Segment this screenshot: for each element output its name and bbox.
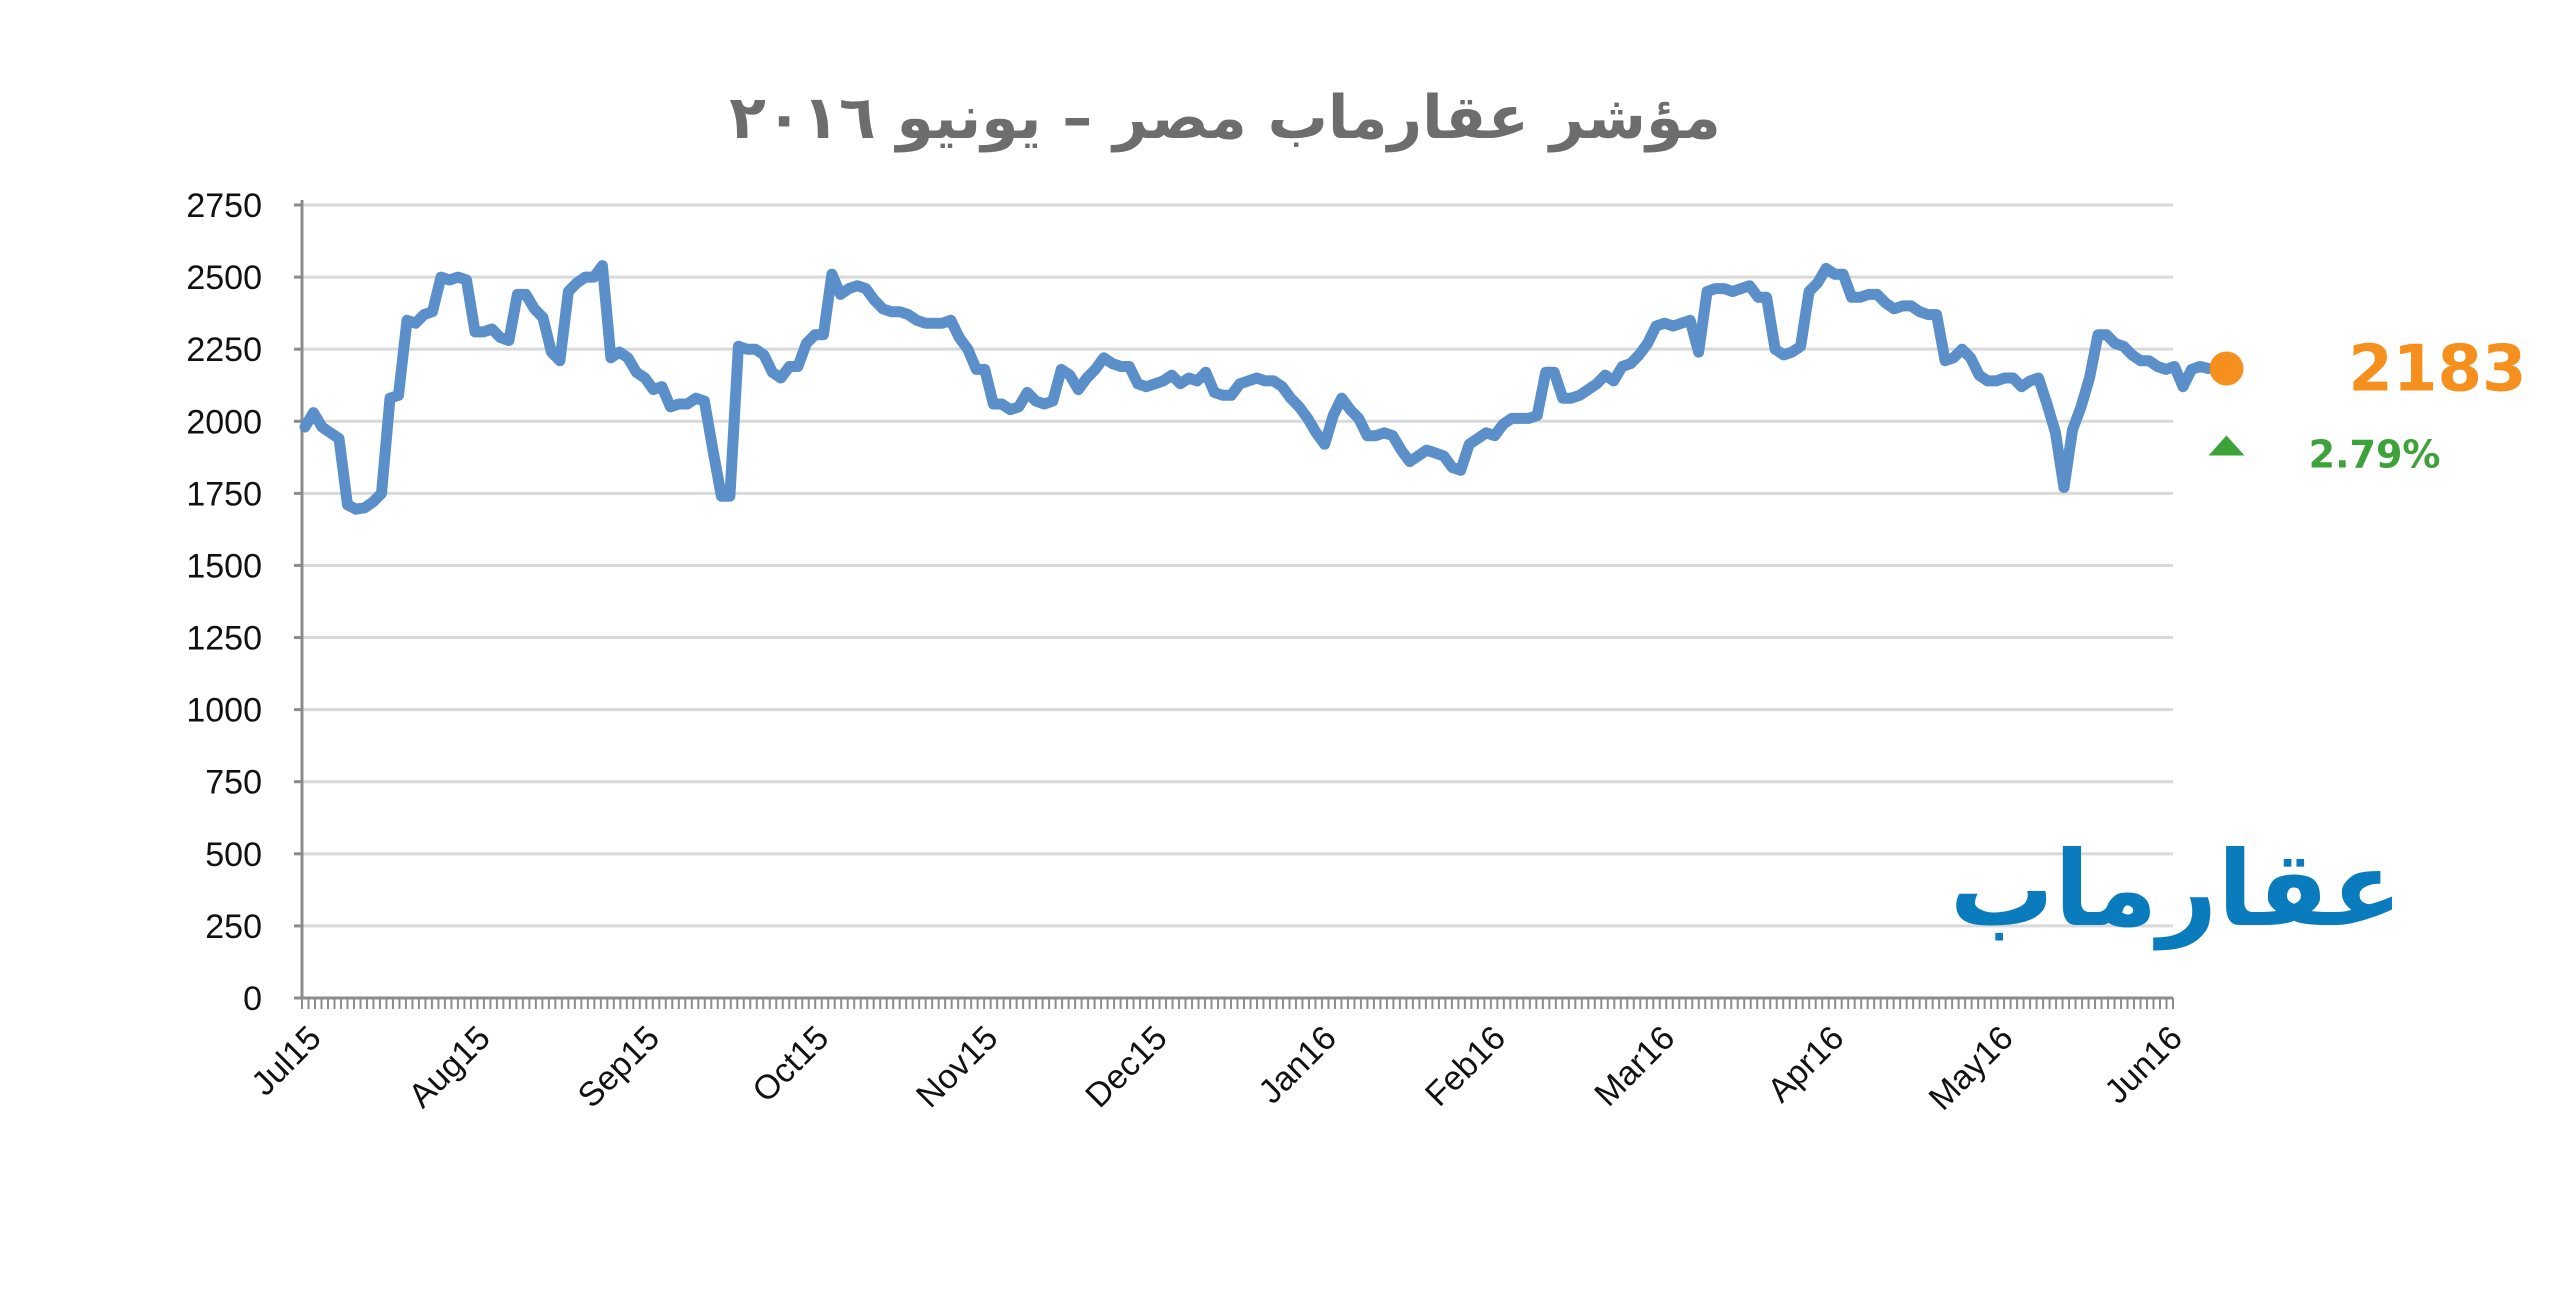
x-axis: Jul15 Aug15 Sep15 Oct15 Nov15 Dec15 Jan16 Feb16… <box>244 996 2190 1118</box>
x-tick-label: Nov15 <box>909 1019 1005 1115</box>
x-tick-label: Jan16 <box>1251 1019 1343 1111</box>
y-tick-label: 1750 <box>186 475 262 513</box>
y-tick-label: 2250 <box>186 331 262 369</box>
x-tick-label: Mar16 <box>1587 1019 1682 1114</box>
x-tick-label: Jul15 <box>244 1019 328 1103</box>
y-axis: 0 250 500 750 1000 1250 1500 1750 2000 2250 2500 27… <box>186 187 304 1018</box>
x-tick-label: Aug15 <box>401 1019 497 1115</box>
x-tick-label: Apr16 <box>1760 1019 1851 1110</box>
y-tick-label: 0 <box>243 980 262 1018</box>
last-value-label: 2183 <box>2348 333 2526 407</box>
x-tick-label: May16 <box>1922 1019 2021 1118</box>
y-tick-label: 2750 <box>186 187 262 225</box>
change-label: 2.79% <box>2309 433 2441 477</box>
x-tick-label: Feb16 <box>1418 1019 1513 1114</box>
x-tick-label: Dec15 <box>1078 1019 1174 1115</box>
last-value-marker <box>2209 351 2244 386</box>
y-tick-label: 1500 <box>186 547 262 585</box>
x-tick-label: Jun16 <box>2097 1019 2189 1111</box>
x-tick-label: Sep15 <box>571 1019 667 1115</box>
logo: عقارماب <box>1950 828 2403 950</box>
grid <box>302 203 2173 928</box>
y-tick-label: 750 <box>205 764 262 802</box>
chart-title: مؤشر عقارماب مصر – يونيو ٢٠١٦ <box>729 83 1721 153</box>
change-up-arrow-icon <box>2208 435 2245 456</box>
series <box>299 260 2214 515</box>
y-tick-label: 2000 <box>186 403 262 441</box>
y-tick-label: 1000 <box>186 692 262 730</box>
y-tick-label: 1250 <box>186 620 262 658</box>
y-tick-label: 500 <box>205 836 262 874</box>
y-tick-label: 2500 <box>186 259 262 297</box>
series-line <box>299 260 2214 515</box>
x-tick-label: Oct15 <box>745 1019 836 1110</box>
y-tick-label: 250 <box>205 908 262 946</box>
